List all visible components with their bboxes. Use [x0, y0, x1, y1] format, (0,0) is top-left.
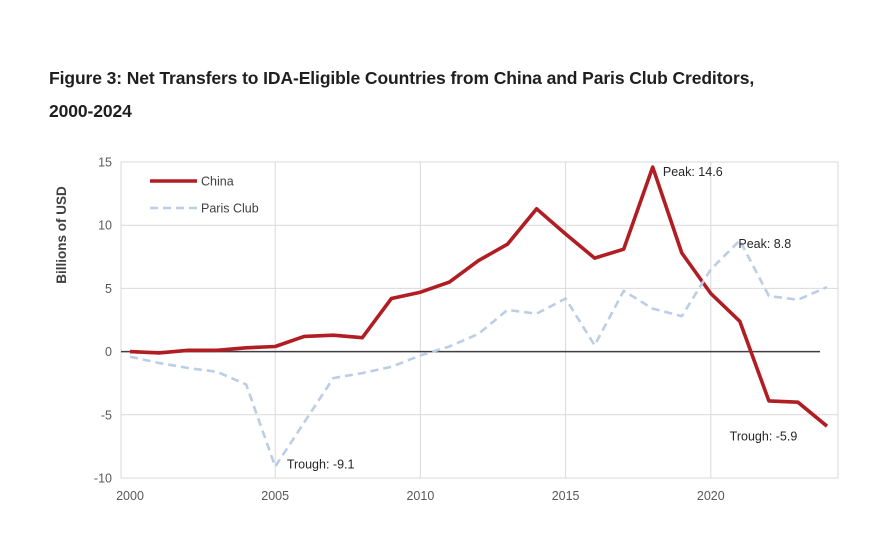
annotation-china-peak: Peak: 14.6 — [663, 165, 723, 179]
figure-title-line2: 2000-2024 — [49, 101, 132, 121]
x-axis-tick-label: 2005 — [261, 489, 289, 503]
annotation-china-trough: Trough: -5.9 — [730, 430, 798, 444]
annotation-paris-peak: Peak: 8.8 — [738, 237, 791, 251]
y-axis-tick-label: 15 — [98, 156, 112, 170]
legend-label: Paris Club — [201, 202, 259, 216]
x-axis-tick-label: 2020 — [697, 489, 725, 503]
legend-label: China — [201, 175, 234, 189]
figure-title-line1: Figure 3: Net Transfers to IDA-Eligible … — [49, 68, 755, 88]
y-axis-tick-label: 5 — [105, 282, 112, 296]
figure-title: Figure 3: Net Transfers to IDA-Eligible … — [49, 62, 839, 128]
y-axis-title: Billions of USD — [54, 186, 69, 284]
plot-area: 15 10 5 0 -5 -10 2000 2005 2010 2015 2020 China Pari… — [94, 156, 839, 503]
annotation-paris-trough: Trough: -9.1 — [287, 458, 355, 472]
x-axis-tick-label: 2015 — [552, 489, 580, 503]
x-axis-tick-label: 2000 — [116, 489, 144, 503]
y-axis-tick-label: -5 — [101, 408, 112, 422]
series-line-paris-club — [129, 239, 828, 468]
y-axis-tick-label: 0 — [105, 345, 112, 359]
y-axis-tick-label: -10 — [94, 472, 112, 486]
x-axis-tick-label: 2010 — [406, 489, 434, 503]
y-axis-tick-label: 10 — [98, 219, 112, 233]
series-line-china — [129, 165, 829, 428]
